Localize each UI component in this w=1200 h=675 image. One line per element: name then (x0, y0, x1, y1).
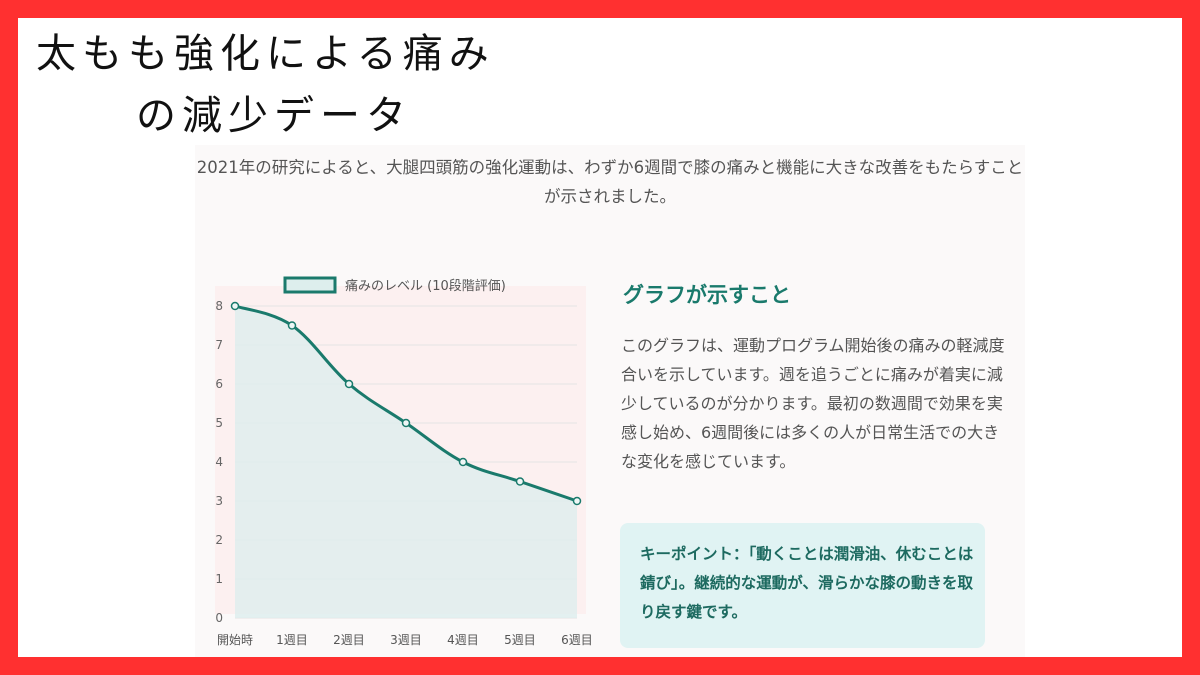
pain-level-chart: 0 1 2 3 4 5 6 7 8 開始時 1週目 2週目 3週目 4週目 5週目 6週目 痛みのレベル (… (215, 276, 593, 647)
data-point (458, 457, 468, 467)
explanation-heading: グラフが示すこと (623, 283, 791, 307)
y-tick-label: 7 (215, 338, 223, 352)
y-tick-label: 5 (215, 416, 223, 430)
slide-title-line2: の減少データ (136, 93, 412, 139)
legend-swatch (283, 276, 337, 294)
keypoint-box: キーポイント：「動くことは潤滑油、休むことは錆び」。継続的な運動が、滑らかな膝の… (620, 523, 985, 648)
x-axis-ticks: 開始時 1週目 2週目 3週目 4週目 5週目 6週目 (217, 633, 593, 647)
y-tick-label: 4 (215, 455, 223, 469)
y-tick-label: 0 (215, 611, 223, 625)
x-tick-label: 5週目 (504, 633, 536, 647)
y-tick-label: 3 (215, 494, 223, 508)
x-tick-label: 2週目 (333, 633, 365, 647)
content-card: 2021年の研究によると、大腿四頭筋の強化運動は、わずか6週間で膝の痛みと機能に… (195, 145, 1025, 657)
chart-legend[interactable]: 痛みのレベル (10段階評価) (283, 276, 506, 294)
x-tick-label: 4週目 (447, 633, 479, 647)
series-points (230, 301, 582, 506)
x-tick-label: 6週目 (561, 633, 593, 647)
x-tick-label: 3週目 (390, 633, 422, 647)
y-axis-ticks: 0 1 2 3 4 5 6 7 8 (215, 299, 223, 625)
data-point (230, 301, 240, 311)
y-tick-label: 1 (215, 572, 223, 586)
x-tick-label: 1週目 (276, 633, 308, 647)
data-point (572, 496, 582, 506)
y-tick-label: 2 (215, 533, 223, 547)
data-point (344, 379, 354, 389)
data-point (515, 477, 525, 486)
y-tick-label: 6 (215, 377, 223, 391)
explanation-body: このグラフは、運動プログラム開始後の痛みの軽減度合いを示しています。週を追うごと… (621, 336, 1005, 471)
data-point (287, 321, 297, 330)
x-tick-label: 開始時 (217, 633, 253, 647)
intro-text: 2021年の研究によると、大腿四頭筋の強化運動は、わずか6週間で膝の痛みと機能に… (196, 158, 1024, 206)
slide-title-line1: 太もも強化による痛み (36, 31, 495, 77)
series-area-fill (235, 306, 577, 618)
y-tick-label: 8 (215, 299, 223, 313)
legend-label: 痛みのレベル (10段階評価) (345, 278, 506, 294)
data-point (401, 418, 411, 428)
slide-canvas: 太もも強化による痛み の減少データ 2021年の研究によると、大腿四頭筋の強化運… (18, 18, 1182, 657)
keypoint-text: キーポイント：「動くことは潤滑油、休むことは錆び」。継続的な運動が、滑らかな膝の… (640, 545, 974, 621)
